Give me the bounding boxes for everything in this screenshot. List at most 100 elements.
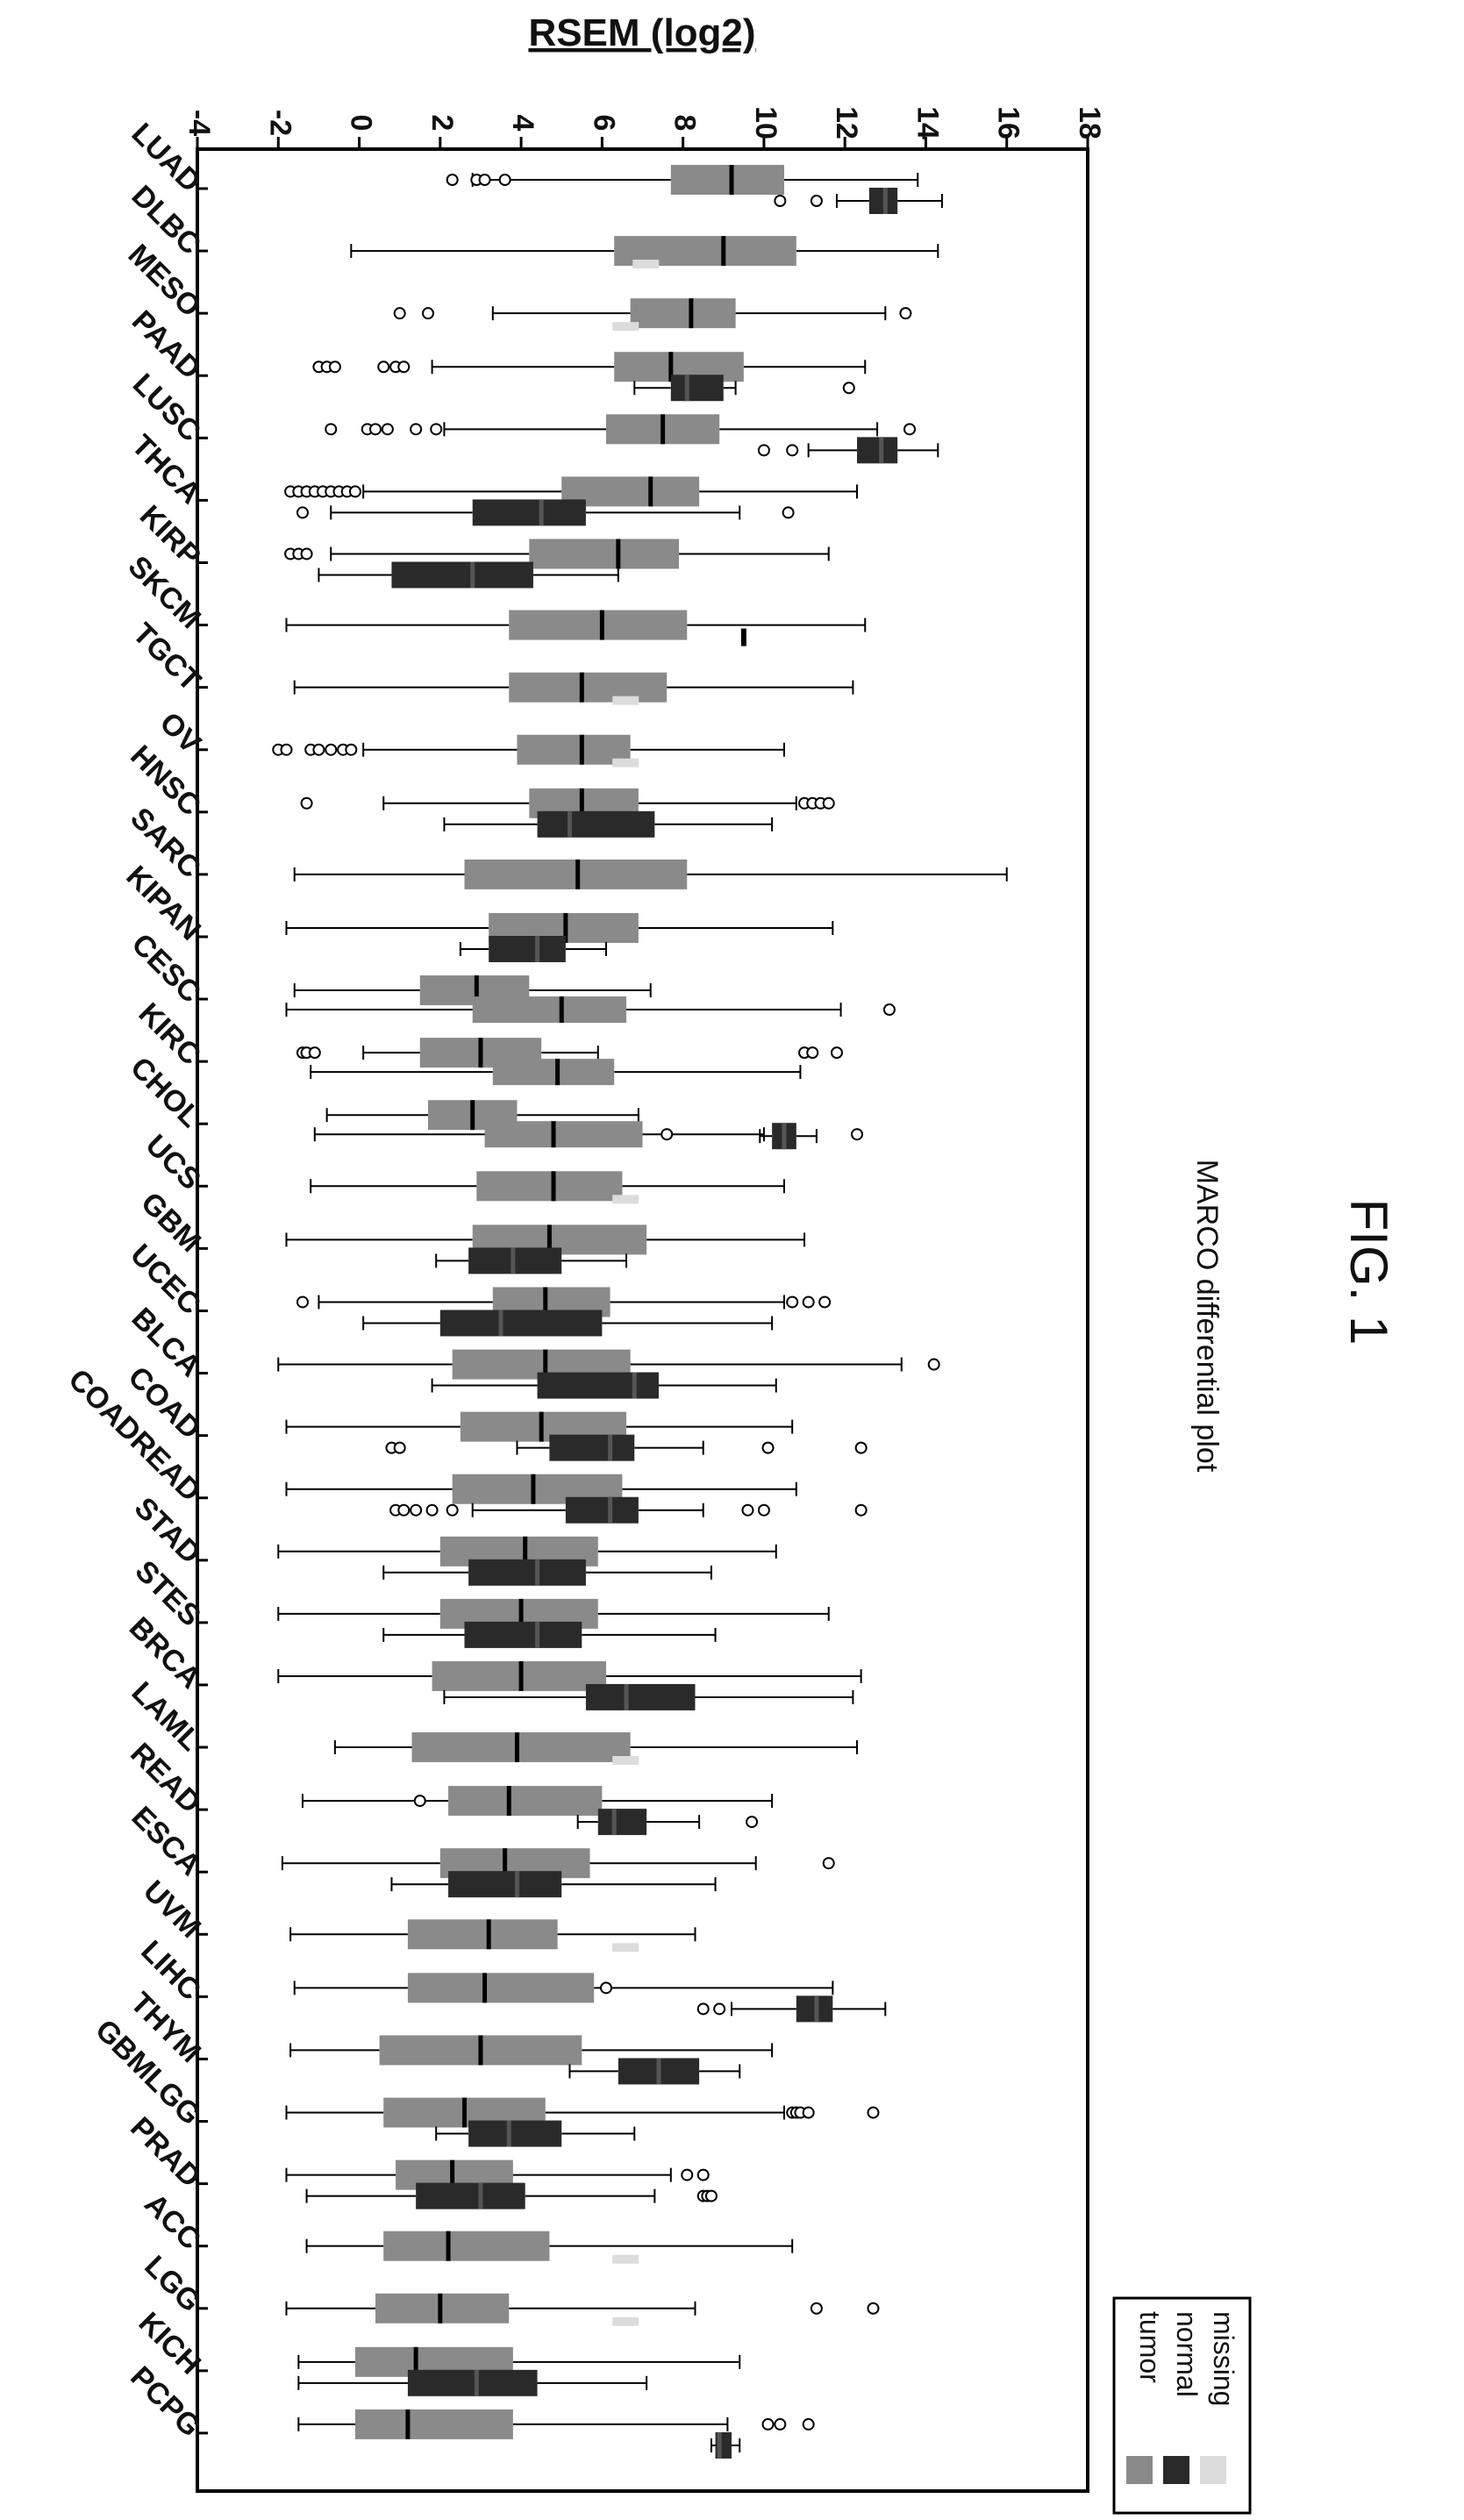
box-iqr [448, 1786, 603, 1817]
outlier-point [369, 423, 382, 436]
missing-marker [612, 1195, 639, 1204]
y-tick-label: 2 [425, 115, 459, 132]
box-iqr [585, 1683, 696, 1710]
y-axis-ticks: -4 -2 0 2 4 6 8 10 12 14 16 18 [182, 106, 1106, 149]
outlier-point [782, 506, 795, 519]
outlier-point [802, 2417, 815, 2431]
outlier-point [761, 2417, 775, 2431]
normal-box [757, 437, 939, 464]
box-iqr [383, 2231, 550, 2261]
outlier-point [786, 1296, 799, 1309]
category-label: SKCM [122, 550, 208, 636]
y-tick-label: 12 [830, 106, 863, 139]
normal-box [297, 2369, 648, 2396]
normal-box [435, 2120, 636, 2147]
tumor-box [284, 539, 830, 569]
box-iqr [509, 610, 688, 640]
outlier-point [851, 1128, 864, 1141]
normal-box [390, 1871, 717, 1898]
normal-box [305, 2182, 718, 2209]
box-iqr [407, 1919, 558, 1950]
tumor-box [285, 2097, 880, 2128]
box-iqr [517, 734, 631, 765]
box-plots [272, 165, 1008, 2459]
outlier-point [430, 423, 443, 436]
outlier-point [345, 743, 358, 756]
box-iqr [472, 996, 627, 1024]
outlier-point [806, 1046, 819, 1060]
category-label: TGCT [126, 617, 207, 697]
outlier-point [741, 1503, 754, 1517]
outlier-point [308, 1046, 321, 1060]
missing-marker [612, 2317, 639, 2326]
box-iqr [468, 2120, 562, 2147]
normal-box [568, 2058, 741, 2085]
outlier-point [802, 2106, 815, 2119]
box-iqr [411, 1732, 631, 1763]
outlier-point [761, 1441, 775, 1454]
outlier-point [774, 2417, 787, 2431]
category-label: UCEC [124, 1238, 207, 1321]
normal-box [362, 1310, 774, 1337]
normal-box [296, 499, 795, 526]
tumor-box [289, 2035, 774, 2066]
outlier-point [696, 2002, 710, 2016]
outlier-point [599, 1981, 612, 1995]
missing-marker [612, 322, 639, 332]
box-iqr [464, 1621, 582, 1648]
category-label: STAD [128, 1491, 208, 1571]
outlier-point [498, 174, 511, 186]
outlier-point [296, 1296, 309, 1309]
box-iqr [439, 1310, 603, 1337]
outlier-point [854, 1503, 868, 1517]
outlier-point [867, 2302, 880, 2315]
tumor-box [293, 672, 854, 703]
box-iqr [391, 561, 533, 589]
tumor-box [285, 1474, 797, 1504]
outlier-point [822, 1857, 835, 1870]
legend-swatch [1126, 2456, 1153, 2484]
y-tick-label: 18 [1073, 106, 1106, 139]
outlier-point [713, 2002, 726, 2016]
normal-box [696, 1995, 887, 2023]
tumor-box [312, 352, 867, 382]
outlier-point [300, 796, 313, 810]
category-label: PRAD [124, 2110, 207, 2194]
plot-frame [196, 147, 1089, 2493]
legend-label: missing [1208, 2311, 1239, 2406]
outlier-point [348, 485, 361, 498]
category-label: PCPG [124, 2360, 207, 2444]
missing-marker [612, 2254, 639, 2264]
normal-box [318, 561, 619, 589]
outlier-point [830, 1046, 843, 1060]
tumor-box [285, 2293, 880, 2324]
y-tick-label: 8 [668, 115, 702, 132]
tumor-box [301, 1786, 774, 1817]
outlier-point [681, 2168, 694, 2181]
category-label: LUSC [126, 368, 207, 448]
box-iqr [670, 165, 784, 195]
box-iqr [630, 298, 736, 329]
outlier-point [393, 1441, 406, 1454]
normal-box [382, 1621, 717, 1648]
box-iqr [857, 437, 898, 464]
tumor-box [300, 788, 835, 818]
tumor-box [285, 610, 867, 640]
legend-swatch [1200, 2456, 1226, 2484]
legend-label: normal [1171, 2311, 1203, 2397]
outlier-point [377, 361, 390, 374]
category-label: CESC [125, 927, 208, 1010]
outlier-point [397, 361, 411, 374]
outlier-point [757, 444, 770, 457]
category-label: READ [124, 1737, 207, 1820]
normal-box [774, 188, 943, 214]
tumor-box [297, 2409, 815, 2439]
tumor-box-secondary [310, 1059, 802, 1086]
tumor-box [305, 2231, 794, 2261]
normal-box [459, 935, 607, 962]
box-iqr [509, 672, 668, 703]
tumor-box [272, 734, 785, 765]
normal-box [576, 1809, 759, 1836]
outlier-point [325, 423, 338, 436]
normal-box [385, 1434, 868, 1461]
